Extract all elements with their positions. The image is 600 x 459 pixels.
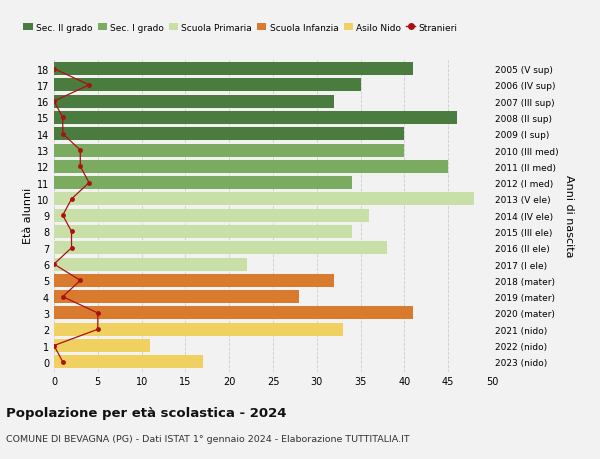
Legend: Sec. II grado, Sec. I grado, Scuola Primaria, Scuola Infanzia, Asilo Nido, Stran: Sec. II grado, Sec. I grado, Scuola Prim… bbox=[23, 23, 458, 33]
Bar bbox=[54, 128, 404, 141]
Bar bbox=[54, 258, 247, 271]
Bar bbox=[54, 274, 334, 287]
Bar bbox=[54, 242, 387, 255]
Bar bbox=[54, 209, 370, 222]
Text: Popolazione per età scolastica - 2024: Popolazione per età scolastica - 2024 bbox=[6, 406, 287, 419]
Bar bbox=[54, 291, 299, 303]
Bar bbox=[54, 339, 151, 353]
Bar bbox=[54, 177, 352, 190]
Bar bbox=[54, 323, 343, 336]
Y-axis label: Età alunni: Età alunni bbox=[23, 188, 32, 244]
Bar bbox=[54, 356, 203, 369]
Y-axis label: Anni di nascita: Anni di nascita bbox=[564, 174, 574, 257]
Bar bbox=[54, 193, 475, 206]
Bar bbox=[54, 144, 404, 157]
Bar bbox=[54, 161, 448, 174]
Bar bbox=[54, 112, 457, 125]
Text: COMUNE DI BEVAGNA (PG) - Dati ISTAT 1° gennaio 2024 - Elaborazione TUTTITALIA.IT: COMUNE DI BEVAGNA (PG) - Dati ISTAT 1° g… bbox=[6, 434, 410, 443]
Bar bbox=[54, 63, 413, 76]
Bar bbox=[54, 307, 413, 320]
Bar bbox=[54, 79, 361, 92]
Bar bbox=[54, 95, 334, 108]
Bar bbox=[54, 225, 352, 239]
